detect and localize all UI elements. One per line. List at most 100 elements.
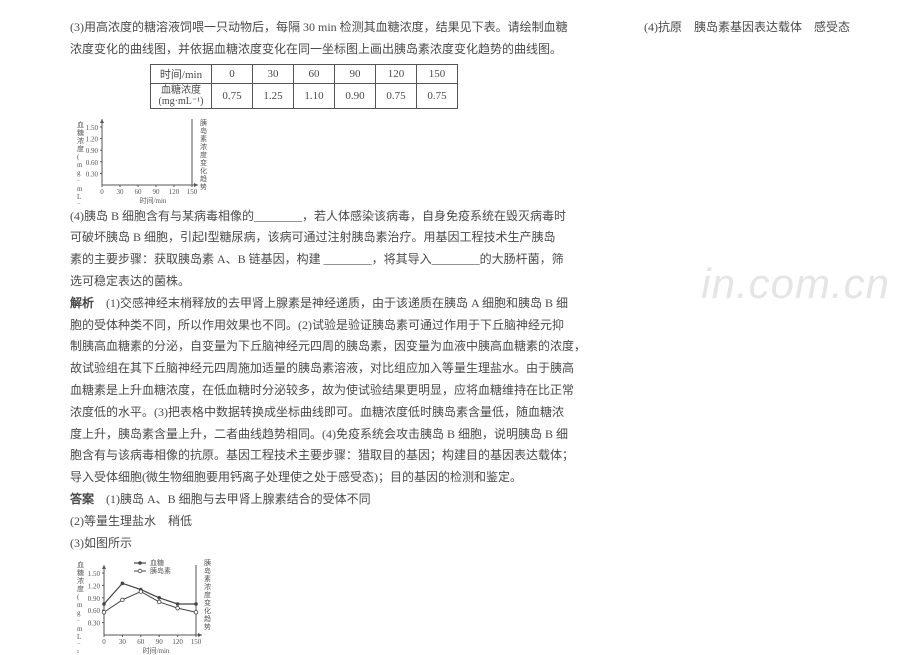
answer-line1: 答案 (1)胰岛 A、B 细胞与去甲肾上腺素结合的受体不同 <box>70 490 850 510</box>
svg-text:势: 势 <box>204 622 211 631</box>
svg-text:变: 变 <box>204 598 211 607</box>
svg-text:(: ( <box>77 593 80 601</box>
svg-text:1.20: 1.20 <box>86 135 99 143</box>
svg-text:胰: 胰 <box>204 558 211 567</box>
answer-line2: (2)等量生理盐水 稍低 <box>70 512 850 532</box>
analysis-line5: 血糖素是上升血糖浓度，在低血糖时分泌较多，故为使试验结果更明显，应将血糖维持在比… <box>70 381 850 401</box>
svg-text:90: 90 <box>153 188 161 196</box>
svg-text:·: · <box>77 617 79 625</box>
answer-chart: 1.501.200.900.600.300306090120150时间/min血… <box>70 555 238 655</box>
analysis-line4: 故试验组在其下丘脑神经元四周施加适量的胰岛素溶液，对比组应加入等量生理盐水。由于… <box>70 359 850 379</box>
svg-text:素: 素 <box>204 574 211 583</box>
analysis-line3: 制胰高血糖素的分泌，自变量为下丘脑神经元四周的胰岛素，因变量为血液中胰高血糖素的… <box>70 337 850 357</box>
svg-text:胰岛素: 胰岛素 <box>150 566 171 575</box>
svg-text:化: 化 <box>204 606 211 615</box>
svg-text:浓: 浓 <box>77 136 84 145</box>
table-header-time: 时间/min <box>151 64 212 83</box>
svg-text:岛: 岛 <box>204 566 211 575</box>
svg-text:浓: 浓 <box>200 142 207 151</box>
svg-text:g: g <box>77 169 81 177</box>
svg-text:0.30: 0.30 <box>86 170 99 178</box>
svg-text:胰: 胰 <box>200 118 207 127</box>
svg-text:30: 30 <box>117 188 125 196</box>
svg-text:糖: 糖 <box>77 568 84 577</box>
svg-text:变: 变 <box>200 158 207 167</box>
glucose-table: 时间/min 0 30 60 90 120 150 血糖浓度 (mg·mL⁻¹)… <box>150 64 458 109</box>
svg-text:0.90: 0.90 <box>88 595 101 603</box>
svg-text:1.50: 1.50 <box>86 124 99 132</box>
table-val-1: 1.25 <box>253 83 294 108</box>
table-time-2: 60 <box>294 64 335 83</box>
svg-text:趋: 趋 <box>204 614 211 623</box>
answer-line3: (3)如图所示 <box>70 534 850 554</box>
table-time-5: 150 <box>417 64 458 83</box>
svg-text:120: 120 <box>169 188 180 196</box>
svg-text:m: m <box>77 185 83 193</box>
table-val-4: 0.75 <box>376 83 417 108</box>
svg-text:度: 度 <box>77 144 84 153</box>
table-time-4: 120 <box>376 64 417 83</box>
svg-text:0: 0 <box>100 188 104 196</box>
q4-line3: 素的主要步骤：获取胰岛素 A、B 链基因，构建 ________，将其导入___… <box>70 250 850 270</box>
svg-text:g: g <box>77 609 81 617</box>
svg-text:势: 势 <box>200 182 207 191</box>
table-val-5: 0.75 <box>417 83 458 108</box>
svg-text:岛: 岛 <box>200 126 207 135</box>
table-time-1: 30 <box>253 64 294 83</box>
svg-text:血: 血 <box>77 120 84 129</box>
svg-text:⁻: ⁻ <box>77 201 81 205</box>
svg-text:L: L <box>77 193 81 201</box>
svg-text:1.50: 1.50 <box>88 570 101 578</box>
analysis-line1: 解析 (1)交感神经末梢释放的去甲肾上腺素是神经递质，由于该递质在胰岛 A 细胞… <box>70 294 850 314</box>
analysis-line7: 度上升，胰岛素含量上升，二者曲线趋势相同。(4)免疫系统会攻击胰岛 B 细胞，说… <box>70 425 850 445</box>
svg-text:度: 度 <box>200 150 207 159</box>
analysis-line9: 导入受体细胞(微生物细胞要用钙离子处理使之处于感受态)；目的基因的检测和鉴定。 <box>70 468 850 488</box>
svg-text:150: 150 <box>191 638 202 646</box>
svg-text:0.30: 0.30 <box>88 620 101 628</box>
table-time-0: 0 <box>212 64 253 83</box>
svg-text:素: 素 <box>200 134 207 143</box>
blank-chart: 0.30 0.60 0.90 1.20 1.50 0 30 60 90 120 150 时间/min 血… <box>70 113 230 205</box>
q4-line2: 可破坏胰岛 B 细胞，引起Ⅰ型糖尿病，该病可通过注射胰岛素治疗。用基因工程技术生… <box>70 228 850 248</box>
svg-text:浓: 浓 <box>204 582 211 591</box>
svg-text:1.20: 1.20 <box>88 583 101 591</box>
svg-text:60: 60 <box>137 638 145 646</box>
svg-text:·: · <box>77 177 79 185</box>
svg-text:时间/min: 时间/min <box>140 196 167 205</box>
svg-text:血糖: 血糖 <box>150 558 164 567</box>
svg-text:浓: 浓 <box>77 576 84 585</box>
svg-text:⁻: ⁻ <box>77 641 81 649</box>
analysis-line2: 胞的受体种类不同，所以作用效果也不同。(2)试验是验证胰岛素可通过作用于下丘脑神… <box>70 316 850 336</box>
analysis-line8: 胞含有与该病毒相像的抗原。基因工程技术主要步骤：猎取目的基因；构建目的基因表达载… <box>70 446 850 466</box>
q4-line1: (4)胰岛 B 细胞含有与某病毒相像的________，若人体感染该病毒，自身免… <box>70 207 850 227</box>
svg-text:0.60: 0.60 <box>86 158 99 166</box>
svg-text:120: 120 <box>172 638 183 646</box>
svg-text:化: 化 <box>200 166 207 175</box>
q3-line2: 浓度变化的曲线图，并依据血糖浓度变化在同一坐标图上画出胰岛素浓度变化趋势的曲线图… <box>70 40 850 60</box>
table-val-0: 0.75 <box>212 83 253 108</box>
svg-text:糖: 糖 <box>77 128 84 137</box>
table-val-2: 1.10 <box>294 83 335 108</box>
svg-text:(: ( <box>77 153 80 161</box>
svg-text:m: m <box>77 625 83 633</box>
svg-text:L: L <box>77 633 81 641</box>
svg-text:150: 150 <box>187 188 198 196</box>
svg-text:90: 90 <box>156 638 164 646</box>
svg-text:0: 0 <box>102 638 106 646</box>
table-time-3: 90 <box>335 64 376 83</box>
svg-text:血: 血 <box>77 560 84 569</box>
svg-text:¹: ¹ <box>77 649 79 655</box>
svg-text:m: m <box>77 161 83 169</box>
svg-text:30: 30 <box>119 638 127 646</box>
table-val-3: 0.90 <box>335 83 376 108</box>
svg-text:度: 度 <box>77 584 84 593</box>
svg-text:0.90: 0.90 <box>86 147 99 155</box>
svg-text:m: m <box>77 601 83 609</box>
q3-line1: (3)用高浓度的糖溶液饲喂一只动物后，每隔 30 min 检测其血糖浓度，结果见… <box>70 18 850 38</box>
svg-text:趋: 趋 <box>200 174 207 183</box>
table-header-conc: 血糖浓度 (mg·mL⁻¹) <box>151 83 212 108</box>
analysis-line6: 浓度低的水平。(3)把表格中数据转换成坐标曲线即可。血糖浓度低时胰岛素含量低，随… <box>70 403 850 423</box>
svg-text:60: 60 <box>135 188 143 196</box>
svg-text:度: 度 <box>204 590 211 599</box>
svg-text:0.60: 0.60 <box>88 608 101 616</box>
